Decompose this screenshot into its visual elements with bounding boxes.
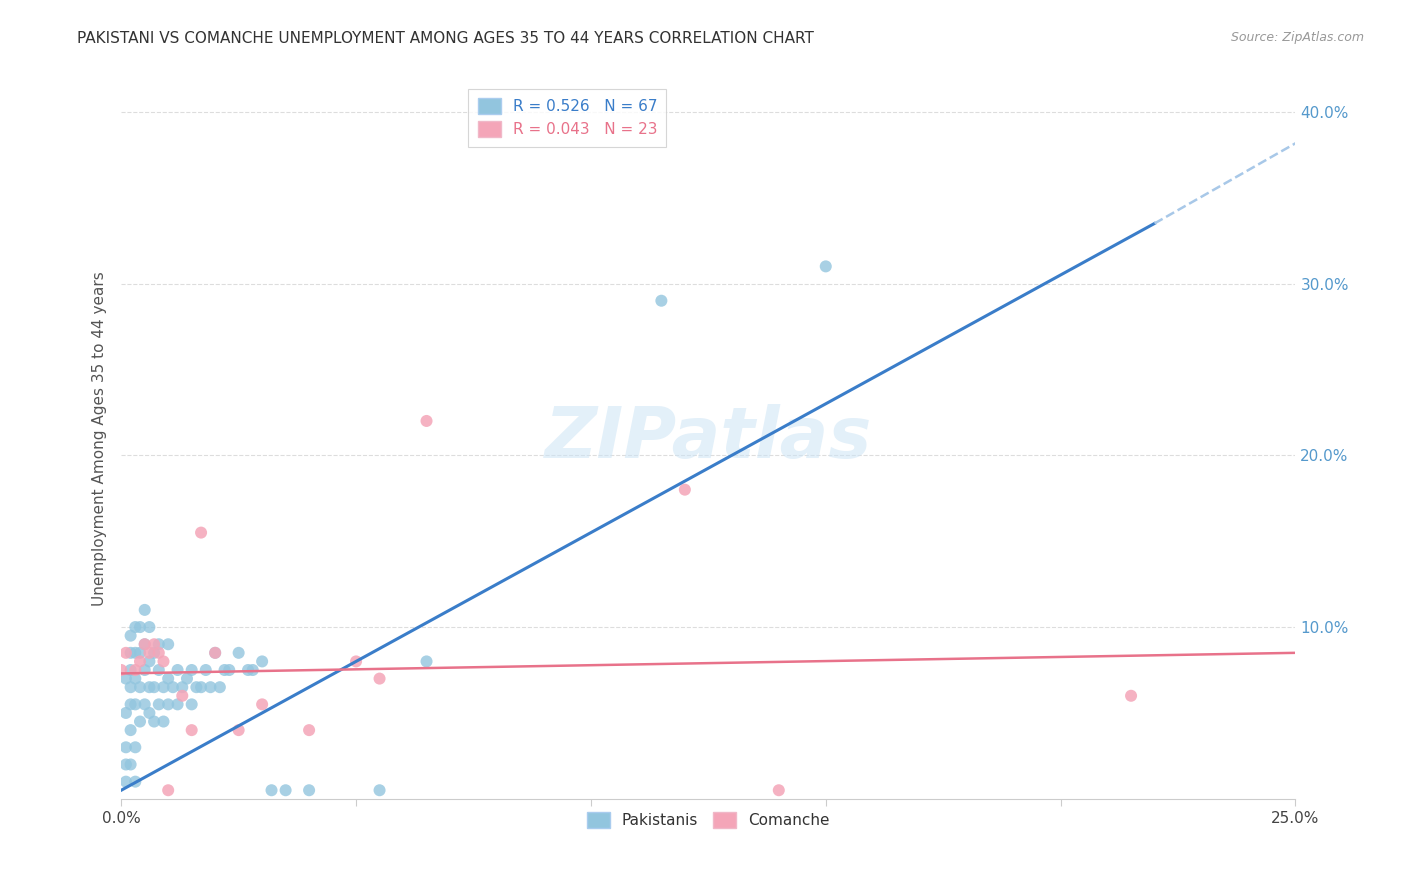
Point [138,620,160,634]
Point [298,723,321,738]
Point [129,655,152,669]
Text: ZIPatlas: ZIPatlas [544,404,872,473]
Point [152,680,174,694]
Point [200,680,222,694]
Point [124,620,146,634]
Point [115,646,138,660]
Point [176,672,198,686]
Point [138,655,160,669]
Point [208,680,231,694]
Point [143,714,166,729]
Point [180,698,202,712]
Point [143,646,166,660]
Point [143,680,166,694]
Point [110,663,132,677]
Point [218,663,240,677]
Point [298,783,321,797]
Point [115,757,138,772]
Point [120,723,142,738]
Point [180,723,202,738]
Point [157,637,180,651]
Point [250,698,273,712]
Point [228,723,250,738]
Point [134,663,156,677]
Point [242,663,264,677]
Point [650,293,672,308]
Point [115,672,138,686]
Point [138,646,160,660]
Point [129,714,152,729]
Point [157,672,180,686]
Point [120,663,142,677]
Point [138,706,160,720]
Point [115,774,138,789]
Point [120,680,142,694]
Point [120,629,142,643]
Point [180,663,202,677]
Point [274,783,297,797]
Point [138,680,160,694]
Point [214,663,236,677]
Point [120,698,142,712]
Point [124,672,146,686]
Point [204,646,226,660]
Point [129,680,152,694]
Point [190,525,212,540]
Point [768,783,790,797]
Point [415,655,437,669]
Point [134,698,156,712]
Point [124,663,146,677]
Point [204,646,226,660]
Text: PAKISTANI VS COMANCHE UNEMPLOYMENT AMONG AGES 35 TO 44 YEARS CORRELATION CHART: PAKISTANI VS COMANCHE UNEMPLOYMENT AMONG… [77,31,814,46]
Point [115,740,138,755]
Point [157,783,180,797]
Point [194,663,217,677]
Text: Source: ZipAtlas.com: Source: ZipAtlas.com [1230,31,1364,45]
Point [814,260,837,274]
Point [148,663,170,677]
Point [148,637,170,651]
Point [134,603,156,617]
Point [120,646,142,660]
Point [157,698,180,712]
Point [124,646,146,660]
Point [124,774,146,789]
Point [172,689,194,703]
Point [228,646,250,660]
Point [129,620,152,634]
Point [152,655,174,669]
Point [129,646,152,660]
Point [1119,689,1142,703]
Point [260,783,283,797]
Point [172,680,194,694]
Point [162,680,184,694]
Point [190,680,212,694]
Point [186,680,208,694]
Point [166,698,188,712]
Point [124,740,146,755]
Point [143,637,166,651]
Point [250,655,273,669]
Point [415,414,437,428]
Point [368,672,391,686]
Point [148,698,170,712]
Point [152,714,174,729]
Point [120,757,142,772]
Legend: Pakistanis, Comanche: Pakistanis, Comanche [581,806,837,835]
Point [148,646,170,660]
Point [124,698,146,712]
Point [134,637,156,651]
Point [236,663,259,677]
Point [166,663,188,677]
Y-axis label: Unemployment Among Ages 35 to 44 years: Unemployment Among Ages 35 to 44 years [93,271,107,606]
Point [344,655,367,669]
Point [115,706,138,720]
Point [134,637,156,651]
Point [368,783,391,797]
Point [673,483,696,497]
